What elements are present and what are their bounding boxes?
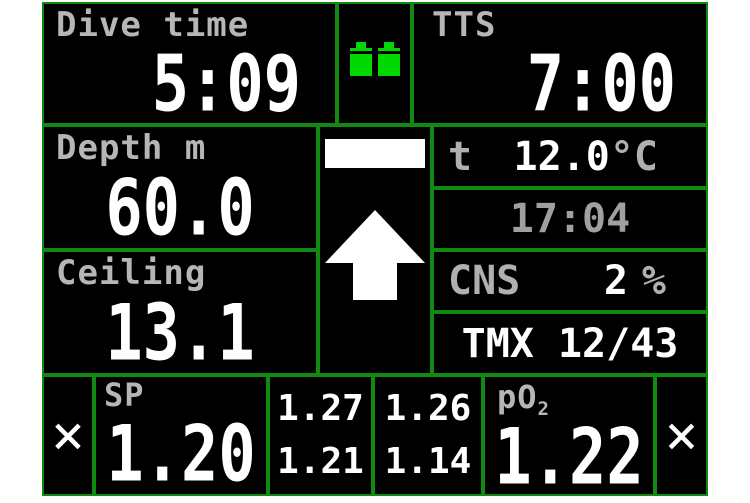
sensor-cell-1: 1.27 1.21 bbox=[268, 375, 373, 496]
depth-label: Depth m bbox=[56, 128, 207, 168]
ceiling-label: Ceiling bbox=[56, 253, 207, 293]
dive-time-label: Dive time bbox=[56, 5, 250, 45]
dive-computer-screen: Dive time 5:09 TTS 7:00 Depth m 60.0 Cei… bbox=[42, 2, 708, 503]
ceiling-cell: Ceiling 13.1 bbox=[42, 250, 318, 378]
battery-icon bbox=[349, 42, 372, 76]
cns-value-group: 2 % bbox=[604, 258, 666, 304]
temperature-cell: t 12.0°C bbox=[432, 125, 708, 188]
po2-cell: pO2 1.22 bbox=[483, 375, 655, 503]
temperature-value: 12.0°C bbox=[513, 133, 659, 180]
ascent-up-arrow-icon bbox=[325, 210, 425, 300]
gas-mix-cell: TMX 12/43 bbox=[432, 312, 708, 375]
gas-mix-value: TMX 12/43 bbox=[461, 320, 679, 367]
po2-value: 1.22 bbox=[494, 411, 644, 503]
setpoint-value: 1.20 bbox=[106, 407, 256, 499]
tts-label: TTS bbox=[432, 5, 497, 45]
dive-time-cell: Dive time 5:09 bbox=[42, 2, 337, 129]
x-button-right[interactable]: × bbox=[655, 375, 708, 496]
cns-value: 2 bbox=[603, 258, 628, 304]
sensor-value: 1.14 bbox=[384, 440, 472, 482]
clock-cell: 17:04 bbox=[432, 188, 708, 250]
cns-unit: % bbox=[641, 258, 666, 304]
setpoint-cell: SP 1.20 bbox=[94, 375, 268, 499]
po2-label: pO2 bbox=[497, 378, 550, 420]
sensor-cell-2: 1.26 1.14 bbox=[373, 375, 483, 496]
dive-time-value: 5:09 bbox=[151, 37, 301, 129]
setpoint-label: SP bbox=[104, 376, 145, 414]
temperature-label: t bbox=[448, 133, 473, 180]
battery-cell bbox=[337, 2, 412, 125]
clock-value: 17:04 bbox=[509, 196, 631, 242]
ceiling-value: 13.1 bbox=[105, 286, 255, 378]
tts-cell: TTS 7:00 bbox=[412, 2, 708, 129]
cns-cell: CNS 2 % bbox=[432, 250, 708, 312]
close-icon: × bbox=[51, 402, 85, 468]
close-icon: × bbox=[664, 402, 699, 468]
po2-label-subscript: 2 bbox=[537, 398, 550, 420]
tts-value: 7:00 bbox=[526, 37, 676, 129]
depth-cell: Depth m 60.0 bbox=[42, 125, 318, 253]
cns-label: CNS bbox=[448, 258, 521, 304]
x-button-left[interactable]: × bbox=[42, 375, 94, 496]
depth-value: 60.0 bbox=[105, 161, 255, 253]
sensor-value: 1.27 bbox=[277, 388, 364, 430]
deco-stop-bar-icon bbox=[325, 139, 425, 168]
temperature-unit: °C bbox=[609, 133, 658, 180]
ascent-indicator-cell bbox=[318, 125, 432, 375]
sensor-value: 1.26 bbox=[384, 388, 472, 430]
battery-icon bbox=[377, 42, 400, 76]
sensor-value: 1.21 bbox=[277, 440, 364, 482]
